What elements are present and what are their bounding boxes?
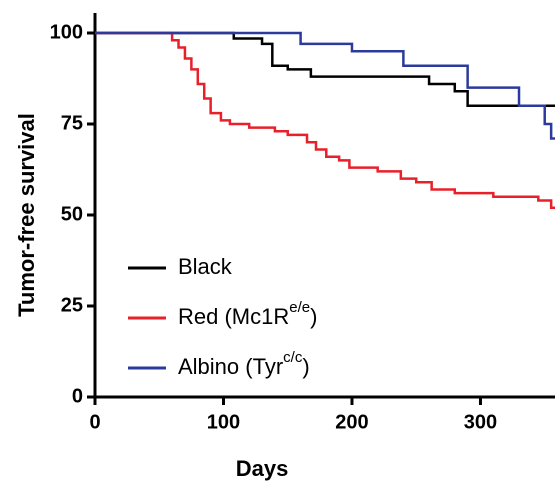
- x-tick-label: 0: [89, 411, 100, 433]
- survival-line: [95, 31, 555, 108]
- legend-name: Red (Mc1R: [178, 304, 289, 329]
- x-tick-label: 100: [207, 411, 240, 433]
- x-tick-label: 300: [464, 411, 497, 433]
- legend-label: Albino (Tyrc/c): [178, 349, 310, 379]
- y-axis-title: Tumor-free survival: [14, 113, 39, 317]
- y-tick-label: 75: [61, 112, 83, 134]
- legend-superscript: e/e: [289, 299, 310, 316]
- legend-label: Black: [178, 254, 233, 279]
- survival-line: [95, 31, 555, 209]
- y-tick-label: 25: [61, 294, 83, 316]
- legend-name: Black: [178, 254, 233, 279]
- survival-line: [95, 31, 555, 140]
- y-tick-label: 100: [50, 21, 83, 43]
- x-tick-label: 200: [335, 411, 368, 433]
- legend-suffix: ): [302, 354, 309, 379]
- y-tick-label: 0: [72, 385, 83, 407]
- legend-superscript: c/c: [283, 349, 303, 366]
- x-axis-title: Days: [236, 456, 289, 481]
- legend-label: Red (Mc1Re/e): [178, 299, 317, 329]
- legend-name: Albino (Tyr: [178, 354, 283, 379]
- y-tick-label: 50: [61, 203, 83, 225]
- legend-suffix: ): [310, 304, 317, 329]
